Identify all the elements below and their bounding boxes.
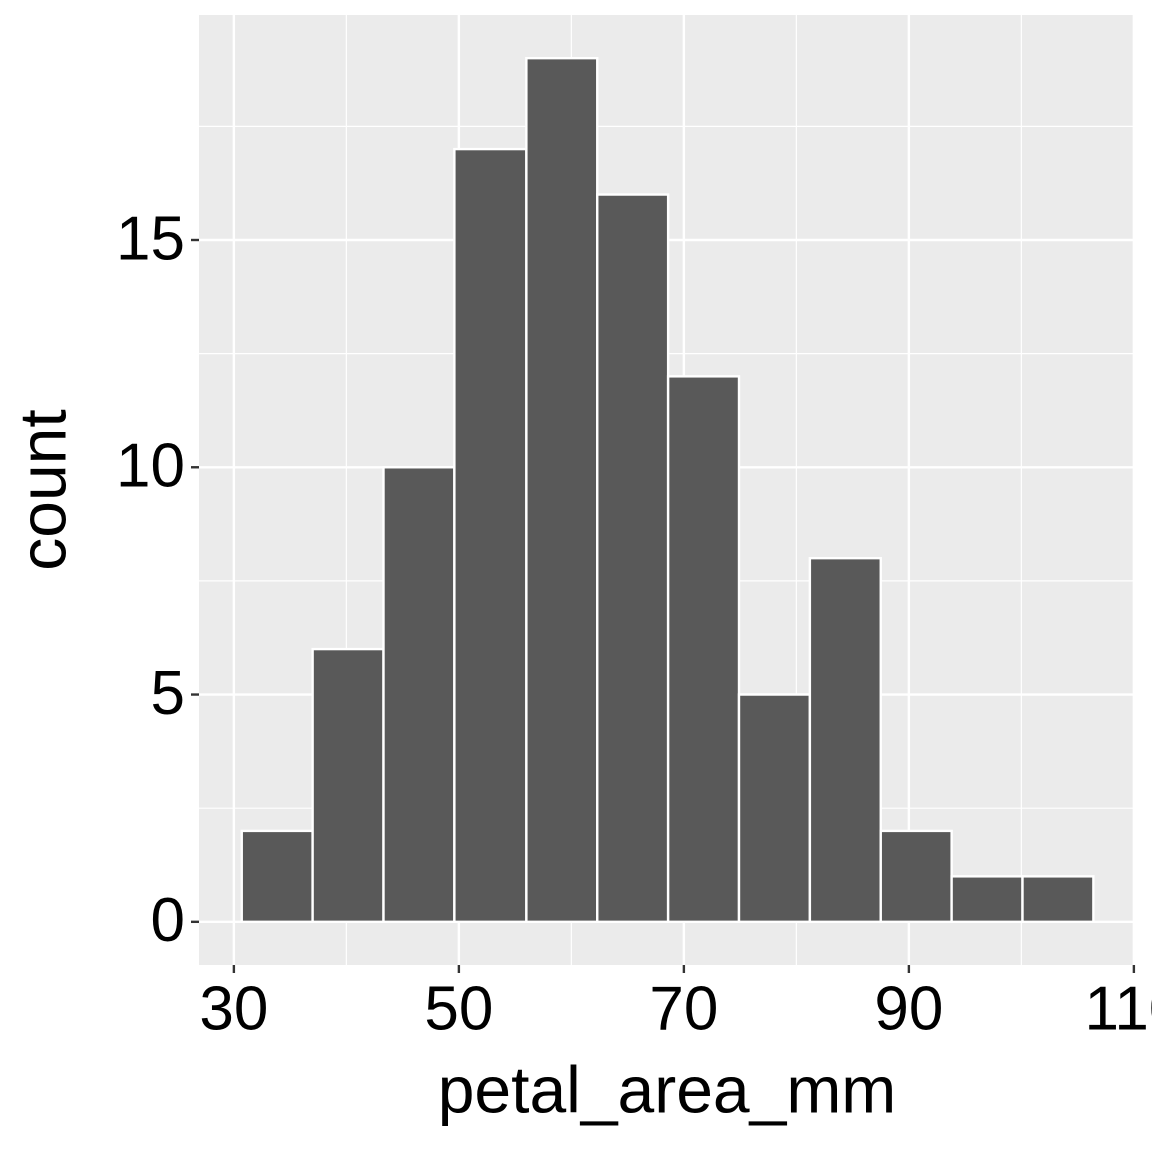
bar [1021, 875, 1095, 924]
bar [240, 829, 314, 924]
x-tick-label: 50 [424, 974, 493, 1043]
bar [525, 56, 599, 924]
y-axis-title: count [5, 409, 79, 570]
y-tick-label: 10 [116, 432, 185, 501]
bar [311, 647, 385, 924]
x-tick-label: 110 [1084, 974, 1152, 1043]
y-tick-label: 0 [151, 886, 185, 955]
bar [879, 829, 953, 924]
y-tick-label: 5 [151, 659, 185, 728]
x-tick-label: 90 [874, 974, 943, 1043]
bar [382, 466, 456, 924]
x-tick-label: 70 [649, 974, 718, 1043]
bar [596, 193, 670, 924]
bar [950, 875, 1024, 924]
bar [737, 693, 812, 924]
x-tick-label: 30 [199, 974, 268, 1043]
bar [808, 556, 882, 924]
bar [666, 375, 741, 924]
x-axis-title: petal_area_mm [438, 1052, 897, 1126]
bar [453, 147, 528, 924]
y-tick-label: 15 [116, 204, 185, 273]
